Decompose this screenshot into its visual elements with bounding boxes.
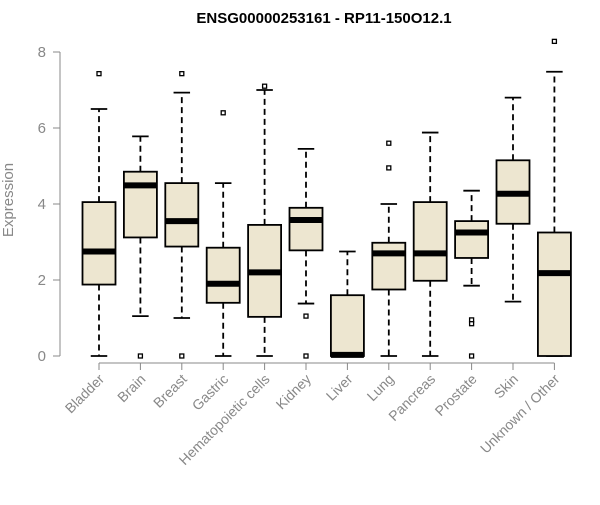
iqr-box [123,170,158,239]
iqr-box [81,201,117,286]
outlier-point [96,71,102,77]
outlier-point [261,83,268,89]
x-tick-label: Lung [364,371,397,404]
iqr-box [371,241,407,291]
chart-title: ENSG00000253161 - RP11-150O12.1 [196,10,451,27]
box-skin [495,96,531,303]
y-tick-label: 2 [38,272,46,289]
outlier-point [179,71,185,77]
iqr-box [205,246,241,304]
iqr-box [329,294,365,357]
x-tick-label: Kidney [273,371,315,413]
x-tick-label: Skin [491,371,522,402]
x-tick-label: Liver [323,371,356,404]
y-tick-label: 6 [38,120,46,137]
iqr-box [412,201,448,282]
outlier-point [303,353,309,359]
iqr-box [537,231,572,357]
x-tick-label: Prostate [432,371,480,419]
box-breast [164,71,200,359]
box-gastric [205,110,241,357]
outlier-point [551,38,558,45]
iqr-box [454,220,490,259]
x-tick-label: Brain [114,371,148,405]
box-bladder [81,71,117,357]
outlier-point [386,165,392,171]
outlier-point [386,140,392,146]
outlier-point [468,353,475,359]
outlier-point [220,110,226,116]
x-tick-label: Bladder [62,371,108,417]
box-lung [371,140,407,357]
iqr-box [288,206,324,252]
y-axis-label: Expression [0,163,17,237]
box-liver [329,250,365,358]
outlier-point [468,321,475,327]
y-axis: 0 2 4 6 8 [38,44,61,365]
box-pancreas [412,131,448,357]
x-tick-label: Unknown / Other [477,371,563,457]
box-kidney [288,147,324,359]
box-series [81,38,572,359]
y-tick-label: 8 [38,44,46,61]
y-tick-label: 4 [38,196,46,213]
x-tick-label: Breast [150,371,190,411]
box-prostate [454,189,490,359]
y-tick-label: 0 [38,348,46,365]
box-hematopoietic-cells [247,83,283,357]
outlier-point [179,353,185,359]
outlier-point [303,313,309,319]
box-unknown-other [537,38,572,357]
outlier-point [137,353,144,359]
box-brain [123,135,158,359]
iqr-box [164,182,200,248]
